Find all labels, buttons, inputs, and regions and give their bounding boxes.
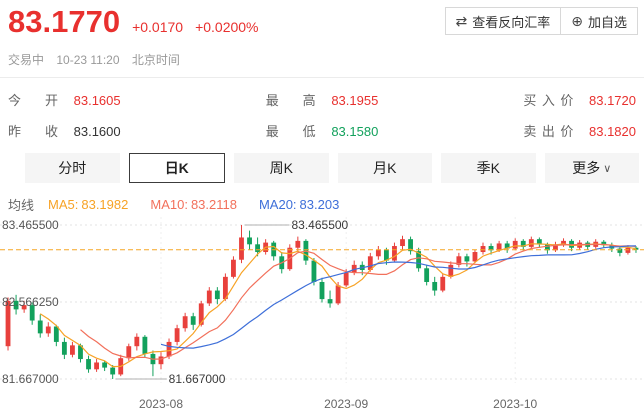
tab-more[interactable]: 更多 ∨ <box>544 153 639 183</box>
quote-value: 83.1955 <box>331 93 379 108</box>
quote-value: 83.1580 <box>331 124 379 139</box>
current-price: 83.1770 <box>8 4 121 39</box>
quote-label: 最低 <box>265 124 316 139</box>
candlestick-chart[interactable]: 83.465500 81.667000 83.465500 82.566250 81.6… <box>0 217 644 419</box>
quote-value: 83.1720 <box>589 93 636 108</box>
tab-minute[interactable]: 分时 <box>25 153 120 183</box>
svg-text:81.667000: 81.667000 <box>169 372 226 386</box>
ma20-name: MA20: <box>258 197 297 212</box>
quote-value: 83.1820 <box>589 124 636 139</box>
price-header: 83.1770 +0.0170 +0.0200% ⇄ 查看反向汇率 ⊕ 加自选 <box>0 0 644 39</box>
y-axis-label: 83.465500 <box>2 218 59 232</box>
quote-today-open: 今开 83.1605 <box>8 90 121 109</box>
chart-svg: 83.465500 81.667000 <box>0 217 644 386</box>
quote-label: 最高 <box>265 93 316 108</box>
price-area: 83.1770 +0.0170 +0.0200% <box>8 5 259 39</box>
market-status-row: 交易中 10-23 11:20 北京时间 <box>0 39 644 77</box>
ma20-legend: MA20: 83.203 <box>259 197 339 212</box>
divider <box>0 77 644 78</box>
trading-status: 交易中 <box>8 53 45 67</box>
x-axis-label: 2023-10 <box>493 397 538 411</box>
add-watchlist-label: 加自选 <box>587 14 627 30</box>
x-axis-label: 2023-09 <box>324 397 369 411</box>
y-axis-label: 82.566250 <box>2 295 59 309</box>
view-reverse-rate-label: 查看反向汇率 <box>472 14 551 30</box>
quote-value: 83.1605 <box>73 93 121 108</box>
quote-prev-close: 昨收 83.1600 <box>8 121 121 140</box>
quote-sell-price: 卖出价 83.1820 <box>523 121 636 140</box>
ma5-name: MA5: <box>48 197 79 212</box>
quote-label: 今开 <box>8 93 58 108</box>
ma5-legend: MA5: 83.1982 <box>48 197 128 212</box>
view-reverse-rate-button[interactable]: ⇄ 查看反向汇率 <box>445 8 561 34</box>
price-change: +0.0170 <box>132 19 184 35</box>
tab-monthly-k[interactable]: 月K <box>337 153 432 183</box>
ma20-value: 83.203 <box>299 197 340 212</box>
quote-col-high-low: 最高 83.1955 最低 83.1580 <box>266 90 379 140</box>
chevron-down-icon: ∨ <box>603 162 612 175</box>
tab-daily-k[interactable]: 日K <box>128 153 225 183</box>
quote-col-open-close: 今开 83.1605 昨收 83.1600 <box>8 90 121 140</box>
quote-grid: 今开 83.1605 昨收 83.1600 最高 83.1955 最低 83.1… <box>0 78 644 150</box>
quote-label: 买入价 <box>523 93 574 108</box>
ma-legend: 均线 MA5: 83.1982 MA10: 83.2118 MA20: 83.203 <box>0 186 644 216</box>
ma10-name: MA10: <box>150 197 188 212</box>
plus-circle-icon: ⊕ <box>571 12 583 29</box>
ma5-value: 83.1982 <box>81 197 129 212</box>
quote-value: 83.1600 <box>73 124 121 139</box>
annotations: 83.465500 81.667000 <box>115 218 349 386</box>
quote-label: 昨收 <box>8 124 58 139</box>
quote-high: 最高 83.1955 <box>266 90 379 109</box>
x-axis-label: 2023-08 <box>138 397 184 411</box>
swap-icon: ⇄ <box>455 12 468 29</box>
header-actions: ⇄ 查看反向汇率 ⊕ 加自选 <box>444 7 638 35</box>
add-watchlist-button[interactable]: ⊕ 加自选 <box>560 8 637 34</box>
tab-quarterly-k[interactable]: 季K <box>441 153 536 183</box>
price-change-percent: +0.0200% <box>195 19 259 35</box>
quote-low: 最低 83.1580 <box>266 121 379 140</box>
timezone-label: 北京时间 <box>131 53 180 67</box>
candles <box>5 225 639 379</box>
tab-more-label: 更多 <box>572 160 601 176</box>
quote-datetime: 10-23 11:20 <box>56 53 120 67</box>
ma10-legend: MA10: 83.2118 <box>150 197 237 212</box>
quote-label: 卖出价 <box>523 124 574 139</box>
svg-text:83.465500: 83.465500 <box>291 218 348 232</box>
y-axis-label: 81.667000 <box>2 372 59 386</box>
ma10-value: 83.2118 <box>190 197 237 212</box>
period-tabs: 分时 日K 周K 月K 季K 更多 ∨ <box>0 150 644 186</box>
quote-buy-price: 买入价 83.1720 <box>523 90 636 109</box>
tab-weekly-k[interactable]: 周K <box>234 153 329 183</box>
quote-col-bid-ask: 买入价 83.1720 卖出价 83.1820 <box>523 90 636 140</box>
ma-lines <box>39 243 637 368</box>
ma-legend-title: 均线 <box>8 198 35 213</box>
